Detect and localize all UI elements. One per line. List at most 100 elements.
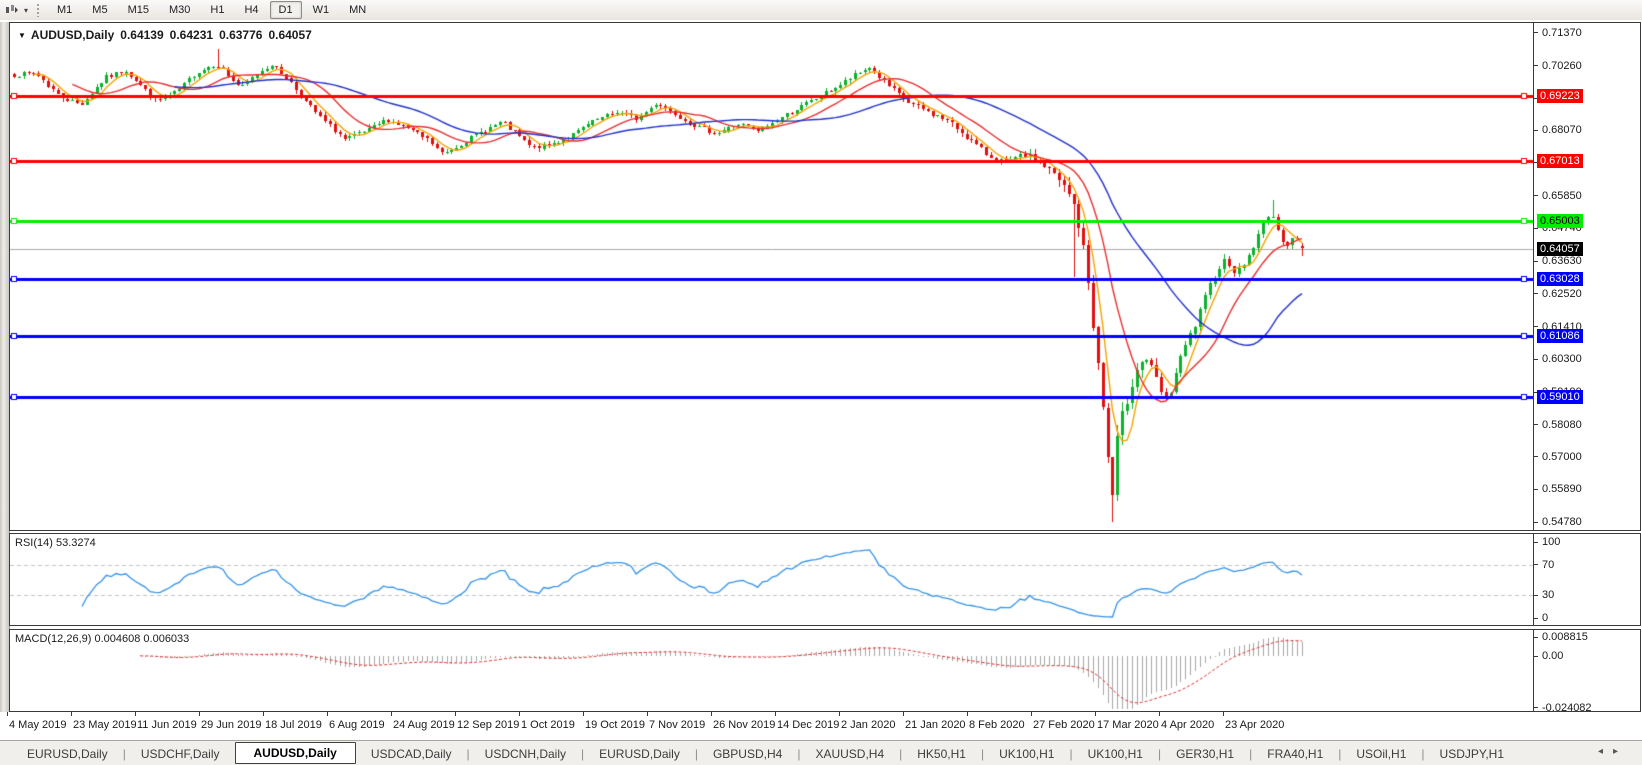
chart-dropdown-icon[interactable]: ▼ bbox=[18, 31, 26, 40]
date-tick bbox=[263, 712, 264, 716]
tab-scroll-arrows: ◂▸ bbox=[1598, 746, 1628, 757]
timeframe-button-h1[interactable]: H1 bbox=[210, 4, 225, 16]
axis-tick bbox=[1534, 617, 1538, 619]
toolbar-drag-handle[interactable] bbox=[36, 3, 40, 17]
ohlc-high: 0.64231 bbox=[169, 28, 214, 42]
date-tick bbox=[71, 712, 72, 716]
ohlc-close: 0.64057 bbox=[268, 28, 312, 42]
date-tick bbox=[1223, 712, 1224, 716]
axis-tick-label: 0.58080 bbox=[1542, 418, 1582, 431]
timeframe-button-h4[interactable]: H4 bbox=[244, 4, 259, 16]
chart-tab-audusd-daily[interactable]: AUDUSD,Daily bbox=[234, 741, 356, 764]
tab-separator: | bbox=[694, 746, 698, 761]
timeframe-buttons: M1 M5 M15 M30 H1 H4 D1 W1 MN bbox=[47, 1, 376, 19]
chart-tab-usdcnh-daily[interactable]: USDCNH,Daily bbox=[484, 746, 567, 761]
tabs-scroll-right-icon[interactable]: ▸ bbox=[1612, 746, 1628, 757]
axis-tick-label: 0.62520 bbox=[1542, 287, 1582, 300]
timeframe-button-w1[interactable]: W1 bbox=[312, 4, 330, 16]
timeframe-button-m15[interactable]: M15 bbox=[127, 4, 149, 16]
chart-tab-usoil-h1[interactable]: USOil,H1 bbox=[1356, 746, 1407, 761]
chart-tab-eurusd-daily[interactable]: EURUSD,Daily bbox=[599, 746, 680, 761]
chart-tab-usdjpy-h1[interactable]: USDJPY,H1 bbox=[1439, 746, 1505, 761]
toolbar-dropdown-caret-icon[interactable]: ▾ bbox=[23, 5, 28, 15]
axis-tick-label: 0.60300 bbox=[1542, 353, 1582, 366]
tab-separator: | bbox=[466, 746, 470, 761]
ohlc-low: 0.63776 bbox=[219, 28, 263, 42]
rsi-panel: RSI(14) 53.3274 100 70 30 0 bbox=[9, 533, 1641, 626]
date-label: 4 May 2019 bbox=[9, 719, 67, 731]
chart-tab-usdcad-daily[interactable]: USDCAD,Daily bbox=[370, 746, 452, 761]
axis-tick bbox=[1534, 564, 1538, 566]
chart-tab-hk50-h1[interactable]: HK50,H1 bbox=[917, 746, 966, 761]
tabs-scroll-left-icon[interactable]: ◂ bbox=[1597, 746, 1613, 757]
chart-tool-icon[interactable] bbox=[3, 2, 21, 18]
price-line-badge: 0.63028 bbox=[1537, 271, 1583, 286]
axis-tick-label: 0.54780 bbox=[1542, 516, 1582, 528]
date-tick bbox=[775, 712, 776, 716]
axis-tick-label: 0.57000 bbox=[1542, 450, 1582, 463]
tab-separator: | bbox=[1338, 746, 1342, 761]
chart-tab-uk100-h1[interactable]: UK100,H1 bbox=[1087, 746, 1143, 761]
timeframe-button-m5[interactable]: M5 bbox=[92, 4, 108, 16]
chart-tab-usdchf-daily[interactable]: USDCHF,Daily bbox=[140, 746, 220, 761]
timeframe-button-m30[interactable]: M30 bbox=[168, 4, 191, 16]
chart-tab-xauusd-h4[interactable]: XAUUSD,H4 bbox=[815, 746, 885, 761]
price-axis: 0.713700.702600.691500.680700.669600.658… bbox=[1533, 23, 1640, 530]
macd-axis: 0.008815 0.00 -0.024082 bbox=[1533, 630, 1640, 714]
date-label: 19 Oct 2019 bbox=[585, 719, 645, 731]
macd-panel: MACD(12,26,9) 0.004608 0.006033 0.008815… bbox=[9, 629, 1641, 714]
axis-tick bbox=[1534, 488, 1538, 490]
axis-tick-label: 0.63630 bbox=[1542, 255, 1582, 268]
chart-tab-gbpusd-h4[interactable]: GBPUSD,H4 bbox=[712, 746, 783, 761]
axis-tick-label: 0 bbox=[1542, 612, 1549, 624]
axis-tick bbox=[1534, 391, 1538, 393]
main-chart-panel: ▼ AUDUSD,Daily 0.64139 0.64231 0.63776 0.6405… bbox=[9, 22, 1641, 531]
axis-tick-label: 0.008815 bbox=[1542, 631, 1588, 643]
axis-tick-label: 0.68070 bbox=[1542, 124, 1582, 137]
tab-separator: | bbox=[1157, 746, 1162, 761]
timeframe-button-mn[interactable]: MN bbox=[349, 4, 367, 16]
axis-tick-label: 0.70260 bbox=[1542, 59, 1582, 72]
date-tick bbox=[1031, 712, 1032, 716]
date-tick bbox=[903, 712, 904, 716]
date-label: 11 Jun 2019 bbox=[137, 719, 197, 731]
date-label: 4 Apr 2020 bbox=[1161, 719, 1215, 731]
chart-tab-uk100-h1[interactable]: UK100,H1 bbox=[999, 746, 1055, 761]
axis-tick bbox=[1534, 162, 1538, 164]
tab-separator: | bbox=[1421, 746, 1425, 761]
main-chart-canvas[interactable] bbox=[10, 23, 1533, 530]
date-label: 14 Dec 2019 bbox=[777, 719, 840, 731]
date-label: 23 May 2019 bbox=[73, 719, 137, 731]
macd-canvas[interactable] bbox=[10, 630, 1533, 711]
axis-tick bbox=[1534, 424, 1538, 426]
price-line-badge: 0.64057 bbox=[1537, 241, 1583, 256]
date-tick bbox=[391, 712, 392, 716]
axis-tick bbox=[1534, 541, 1538, 543]
axis-tick-label: 0.55890 bbox=[1542, 483, 1582, 496]
axis-tick bbox=[1534, 129, 1538, 131]
chart-tab-eurusd-daily[interactable]: EURUSD,Daily bbox=[27, 746, 108, 761]
axis-tick-label: 70 bbox=[1542, 558, 1555, 571]
tab-separator: | bbox=[1069, 746, 1073, 761]
chart-workspace: ▼ AUDUSD,Daily 0.64139 0.64231 0.63776 0.6405… bbox=[0, 20, 1642, 765]
date-label: 27 Feb 2020 bbox=[1033, 719, 1095, 731]
tab-separator: | bbox=[581, 746, 585, 761]
rsi-canvas[interactable] bbox=[10, 534, 1533, 625]
rsi-label: RSI(14) 53.3274 bbox=[15, 537, 96, 549]
chart-tab-fra40-h1[interactable]: FRA40,H1 bbox=[1267, 746, 1324, 761]
ohlc-open: 0.64139 bbox=[120, 28, 164, 42]
chart-tab-ger30-h1[interactable]: GER30,H1 bbox=[1176, 746, 1235, 761]
date-tick bbox=[647, 712, 648, 716]
timeframe-button-m1[interactable]: M1 bbox=[57, 4, 73, 16]
date-tick bbox=[839, 712, 840, 716]
axis-tick bbox=[1534, 97, 1538, 99]
price-line-badge: 0.65003 bbox=[1537, 213, 1583, 228]
date-label: 24 Aug 2019 bbox=[393, 719, 455, 731]
timeframe-button-d1[interactable]: D1 bbox=[269, 1, 302, 19]
date-tick bbox=[711, 712, 712, 716]
axis-tick bbox=[1534, 227, 1538, 229]
date-tick bbox=[1095, 712, 1096, 716]
date-label: 6 Aug 2019 bbox=[329, 719, 385, 731]
date-label: 29 Jun 2019 bbox=[201, 719, 262, 731]
axis-tick bbox=[1534, 65, 1538, 67]
